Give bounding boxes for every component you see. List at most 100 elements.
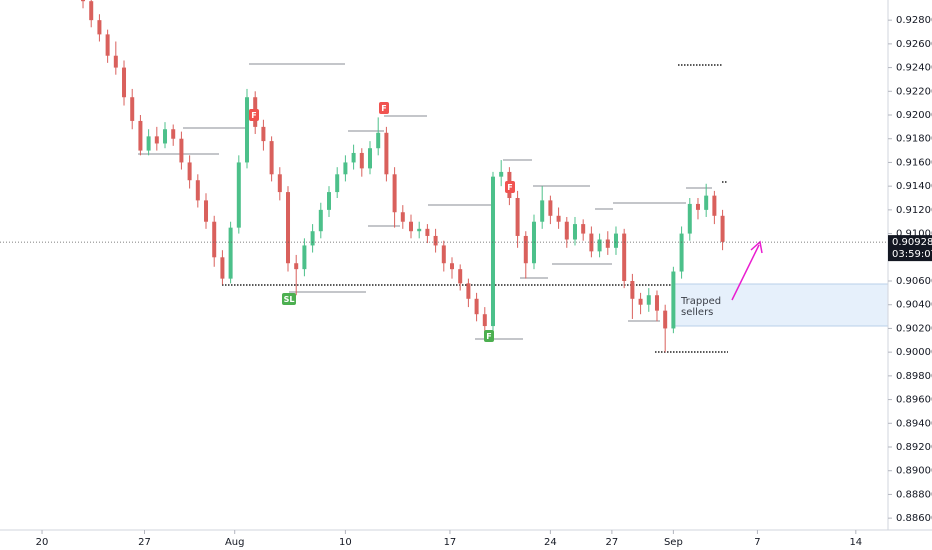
candle-body <box>523 235 528 264</box>
candle-body <box>286 192 291 264</box>
candle-body <box>294 263 299 270</box>
candle-body <box>474 298 479 315</box>
candle-body <box>572 224 577 240</box>
candle-body <box>154 136 159 144</box>
candle-body <box>425 228 430 236</box>
level-lines <box>138 63 712 340</box>
annotation-text: Trapped <box>680 296 721 307</box>
last-price-box <box>888 235 932 262</box>
candle-body <box>540 200 545 222</box>
candle-body <box>351 152 356 163</box>
marker <box>505 181 515 193</box>
candle-body <box>654 295 659 311</box>
candle-body <box>368 148 372 169</box>
candle-body <box>499 171 504 177</box>
candle-body <box>318 209 323 232</box>
candle-body <box>704 195 709 210</box>
x-tick-label: 17 <box>444 537 457 548</box>
x-tick-label: 7 <box>754 537 760 548</box>
candle-body <box>113 55 118 68</box>
candle-body <box>531 221 536 264</box>
candle-body <box>671 271 676 329</box>
countdown: 03:59:07 <box>892 249 932 260</box>
candle-body <box>441 245 446 264</box>
candle-body <box>597 239 602 252</box>
candle-body <box>695 203 700 210</box>
marker-label: F <box>251 111 256 120</box>
last-price-label: 0.90928 <box>892 237 932 248</box>
candle-body <box>613 233 618 248</box>
marker-label: F <box>507 183 512 192</box>
candle-body <box>236 162 241 228</box>
candle-body <box>138 120 143 151</box>
candle-body <box>646 295 651 305</box>
candle-body <box>458 269 463 284</box>
candle-body <box>581 224 586 234</box>
candle-body <box>376 132 381 149</box>
marker <box>379 102 389 114</box>
candle-body <box>556 215 561 222</box>
candle-body <box>564 221 569 240</box>
candle-body <box>204 200 209 222</box>
y-tick-label: 0.88600 <box>896 513 932 524</box>
annotations: Trapped sellers <box>138 63 889 353</box>
candle-body <box>179 138 184 163</box>
candle-body <box>245 97 250 163</box>
candle-body <box>605 239 610 248</box>
candle-body <box>310 231 315 246</box>
x-tick-label: 14 <box>849 537 862 548</box>
candle-body <box>343 162 348 175</box>
candle-body <box>392 174 397 213</box>
candle-body <box>171 129 176 139</box>
candle-body <box>220 257 225 279</box>
candle-body <box>302 245 307 270</box>
candle-body <box>327 192 332 210</box>
candle-body <box>466 283 471 299</box>
trapped-zone <box>671 283 889 327</box>
marker-label: SL <box>284 295 295 304</box>
candle-body <box>687 203 692 234</box>
candle-body <box>548 200 553 216</box>
candle-body <box>195 180 200 201</box>
candle-body <box>679 233 684 272</box>
candle-body <box>663 310 668 329</box>
candle-body <box>261 126 266 142</box>
candle-body <box>105 34 110 56</box>
x-tick-label: 27 <box>138 537 151 548</box>
candle-body <box>638 298 643 305</box>
x-tick-label: 27 <box>606 537 619 548</box>
candle-body <box>630 281 635 299</box>
candle-body <box>433 235 438 246</box>
x-tick-label: 20 <box>36 537 49 548</box>
candle-body <box>81 0 86 2</box>
marker <box>282 293 296 305</box>
marker-label: F <box>486 332 491 341</box>
candle-body <box>449 263 454 270</box>
candle-body <box>417 228 422 232</box>
marker <box>484 330 494 342</box>
markers: F F F F SL <box>249 102 515 342</box>
marker <box>249 109 259 121</box>
candle-body <box>384 132 389 175</box>
candle-body <box>97 20 102 35</box>
candle-body <box>122 67 127 98</box>
x-tick-label: Aug <box>225 537 245 548</box>
candle-body <box>269 141 274 175</box>
candle-body <box>163 129 168 144</box>
candle-body <box>212 221 217 258</box>
